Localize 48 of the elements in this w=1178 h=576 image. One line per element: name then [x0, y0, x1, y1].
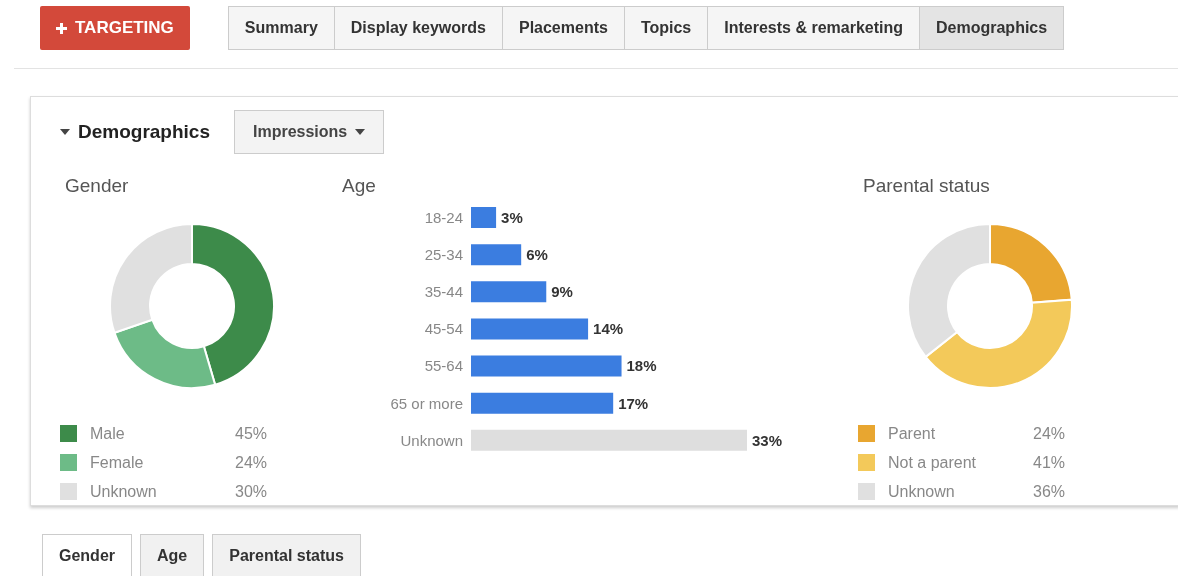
bar	[471, 318, 589, 340]
data-label: 14%	[593, 320, 624, 338]
data-label: 24%	[1033, 424, 1066, 443]
legend-label: Not a parent	[888, 453, 978, 472]
bar	[471, 392, 614, 414]
chart-title: Gender	[65, 175, 130, 197]
bar	[471, 207, 497, 228]
data-label: 41%	[1033, 453, 1066, 472]
chart-title: Parental status	[863, 175, 991, 197]
y-tick-label: 35-44	[424, 283, 463, 301]
legend-label: Unknown	[90, 482, 158, 501]
data-label: 36%	[1033, 482, 1066, 501]
text: Summary	[228, 7, 334, 49]
bar	[471, 429, 747, 451]
legend-label: Male	[90, 424, 126, 443]
data-label: 6%	[526, 245, 548, 263]
text: Placements	[501, 7, 624, 49]
bar	[471, 244, 522, 266]
legend-label: Unknown	[888, 482, 956, 501]
text: Gender	[42, 534, 133, 576]
data-label: 33%	[752, 431, 783, 449]
y-tick-label: 65 or more	[390, 394, 463, 412]
data-label: 3%	[501, 208, 523, 226]
y-tick-label: 45-54	[424, 320, 463, 338]
data-label: 45%	[235, 424, 268, 443]
text: TARGETING	[75, 18, 174, 38]
text: Demographics	[78, 121, 210, 143]
data-label: 24%	[235, 453, 268, 472]
data-label: 18%	[626, 357, 657, 375]
text: Demographics	[919, 7, 1064, 49]
bar	[471, 355, 622, 377]
data-label: 30%	[235, 482, 268, 501]
text: Parental status	[212, 534, 361, 576]
legend-label: Female	[90, 453, 145, 472]
text: Display keywords	[333, 7, 502, 49]
y-tick-label: 55-64	[424, 357, 463, 375]
bar	[471, 281, 547, 303]
y-tick-label: 18-24	[424, 208, 463, 226]
data-label: 9%	[551, 283, 573, 301]
text: Impressions	[252, 123, 348, 141]
text: Interests & remarketing	[707, 7, 919, 49]
chart-title: Age	[342, 175, 377, 197]
y-tick-label: Unknown	[400, 431, 463, 449]
text: Topics	[623, 7, 708, 49]
legend-label: Parent	[888, 424, 937, 443]
data-label: 17%	[618, 394, 649, 412]
y-tick-label: 25-34	[424, 246, 463, 264]
text: Age	[140, 534, 205, 576]
